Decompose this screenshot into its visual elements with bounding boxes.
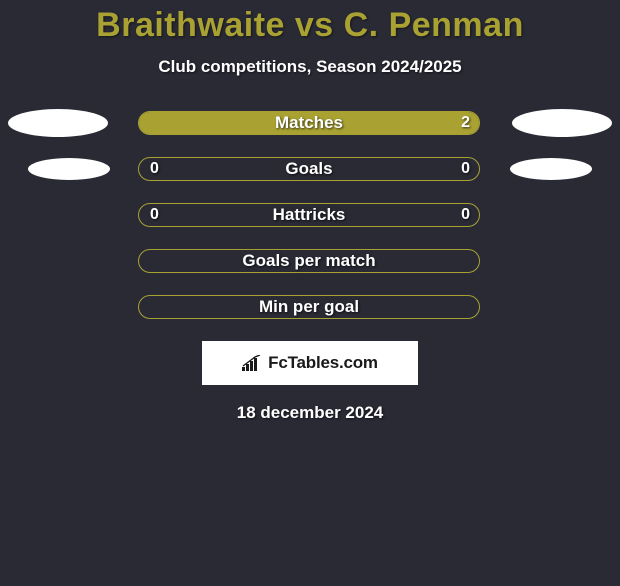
stat-label: Min per goal: [138, 295, 480, 319]
stat-value-left: 0: [150, 157, 159, 181]
stat-row: Min per goal: [0, 295, 620, 319]
right-ellipse: [510, 158, 592, 180]
stat-label: Matches: [138, 111, 480, 135]
stat-row: Hattricks0 0: [0, 203, 620, 227]
source-logo: FcTables.com: [202, 341, 418, 385]
left-ellipse: [8, 109, 108, 137]
stat-value-right: 2: [461, 111, 470, 135]
stat-label: Goals: [138, 157, 480, 181]
stat-row: Goals per match: [0, 249, 620, 273]
comparison-chart: Matches2Goals00Hattricks00Goals per matc…: [0, 111, 620, 319]
stat-row: Goals0 0: [0, 157, 620, 181]
subtitle: Club competitions, Season 2024/2025: [0, 57, 620, 77]
fctables-icon: [242, 355, 262, 371]
stat-label: Hattricks: [138, 203, 480, 227]
right-ellipse: [512, 109, 612, 137]
page-title: Braithwaite vs C. Penman: [0, 6, 620, 45]
left-ellipse: [28, 158, 110, 180]
logo-text: FcTables.com: [268, 353, 378, 373]
stat-value-left: 0: [150, 203, 159, 227]
stat-row: Matches2: [0, 111, 620, 135]
date-line: 18 december 2024: [0, 403, 620, 423]
stat-value-right: 0: [461, 203, 470, 227]
stat-label: Goals per match: [138, 249, 480, 273]
stat-value-right: 0: [461, 157, 470, 181]
